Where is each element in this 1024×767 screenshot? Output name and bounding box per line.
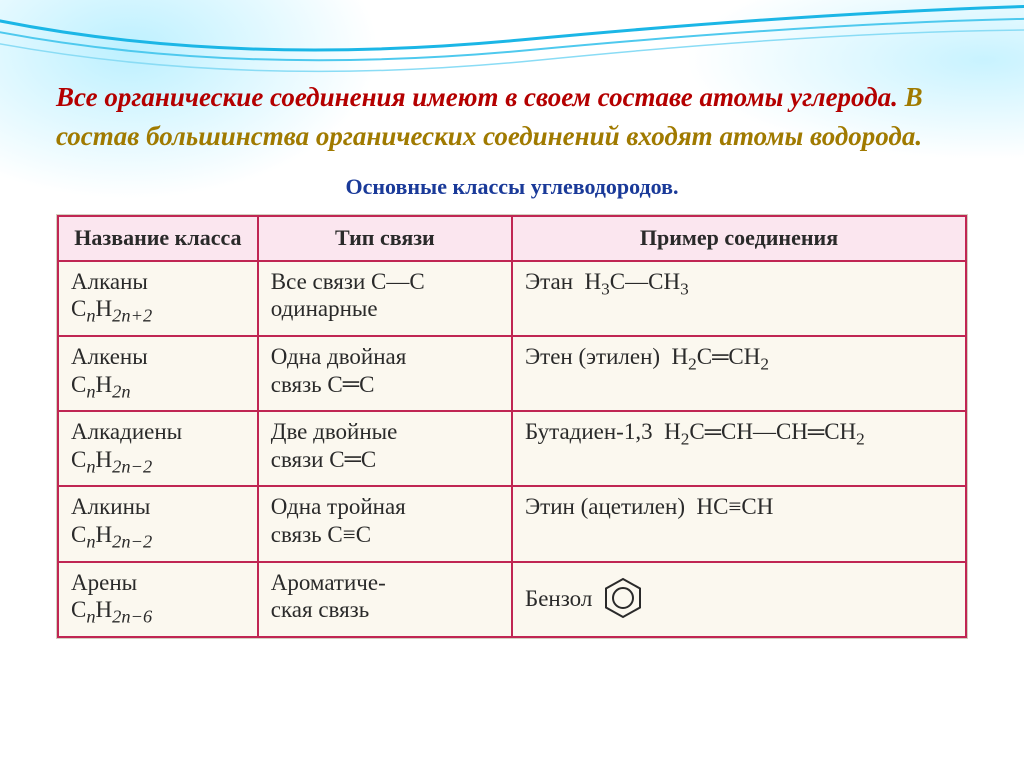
- cell-bond-type: Две двойныесвязи С═С: [258, 411, 512, 486]
- cell-bond-type: Ароматиче-ская связь: [258, 562, 512, 637]
- cell-bond-type: Одна двойнаясвязь С═С: [258, 336, 512, 411]
- class-label: Арены: [71, 570, 137, 595]
- general-formula: CnH2n: [71, 372, 131, 397]
- cell-class-name: Арены CnH2n−6: [58, 562, 258, 637]
- cell-bond-type: Все связи С—Содинарные: [258, 261, 512, 336]
- table-row: Алкины CnH2n−2 Одна тройнаясвязь С≡С Эти…: [58, 486, 966, 561]
- cell-example: Этан H3C—CH3: [512, 261, 966, 336]
- example-formula: H2C═CH2: [666, 344, 769, 369]
- table-row: Алкадиены CnH2n−2 Две двойныесвязи С═С Б…: [58, 411, 966, 486]
- general-formula: CnH2n−2: [71, 522, 152, 547]
- slide-content: Все органические соединения имеют в свое…: [56, 78, 968, 639]
- example-name: Этен (этилен): [525, 344, 660, 369]
- class-label: Алкадиены: [71, 419, 182, 444]
- cell-example: Бутадиен-1,3 H2C═CH—CH═CH2: [512, 411, 966, 486]
- cell-class-name: Алкадиены CnH2n−2: [58, 411, 258, 486]
- example-formula: HC≡CH: [691, 494, 774, 519]
- example-name: Бензол: [525, 585, 592, 613]
- example-formula: H3C—CH3: [579, 269, 689, 294]
- benzene-ring-icon: [600, 575, 646, 621]
- hydrocarbon-classes-table: Название класса Тип связи Пример соедине…: [56, 214, 968, 639]
- example-name: Этан: [525, 269, 573, 294]
- cell-class-name: Алкены CnH2n: [58, 336, 258, 411]
- table-row: Алканы CnH2n+2 Все связи С—Содинарные Эт…: [58, 261, 966, 336]
- example-formula: H2C═CH—CH═CH2: [658, 419, 864, 444]
- cell-class-name: Алканы CnH2n+2: [58, 261, 258, 336]
- cell-class-name: Алкины CnH2n−2: [58, 486, 258, 561]
- class-label: Алкены: [71, 344, 148, 369]
- table-row: Арены CnH2n−6 Ароматиче-ская связь Бензо…: [58, 562, 966, 637]
- cell-example: Бензол: [512, 562, 966, 637]
- col-header-class: Название класса: [58, 216, 258, 260]
- example-name: Этин (ацетилен): [525, 494, 685, 519]
- intro-paragraph: Все органические соединения имеют в свое…: [56, 78, 968, 156]
- general-formula: CnH2n−6: [71, 597, 152, 622]
- example-name: Бутадиен-1,3: [525, 419, 653, 444]
- general-formula: CnH2n+2: [71, 296, 152, 321]
- class-label: Алканы: [71, 269, 148, 294]
- col-header-example: Пример соединения: [512, 216, 966, 260]
- table-row: Алкены CnH2n Одна двойнаясвязь С═С Этен …: [58, 336, 966, 411]
- table-header-row: Название класса Тип связи Пример соедине…: [58, 216, 966, 260]
- intro-text-primary: Все органические соединения имеют в свое…: [56, 82, 905, 112]
- cell-bond-type: Одна тройнаясвязь С≡С: [258, 486, 512, 561]
- table-title: Основные классы углеводородов.: [56, 174, 968, 200]
- class-label: Алкины: [71, 494, 150, 519]
- col-header-bond: Тип связи: [258, 216, 512, 260]
- cell-example: Этен (этилен) H2C═CH2: [512, 336, 966, 411]
- cell-example: Этин (ацетилен) HC≡CH: [512, 486, 966, 561]
- general-formula: CnH2n−2: [71, 447, 152, 472]
